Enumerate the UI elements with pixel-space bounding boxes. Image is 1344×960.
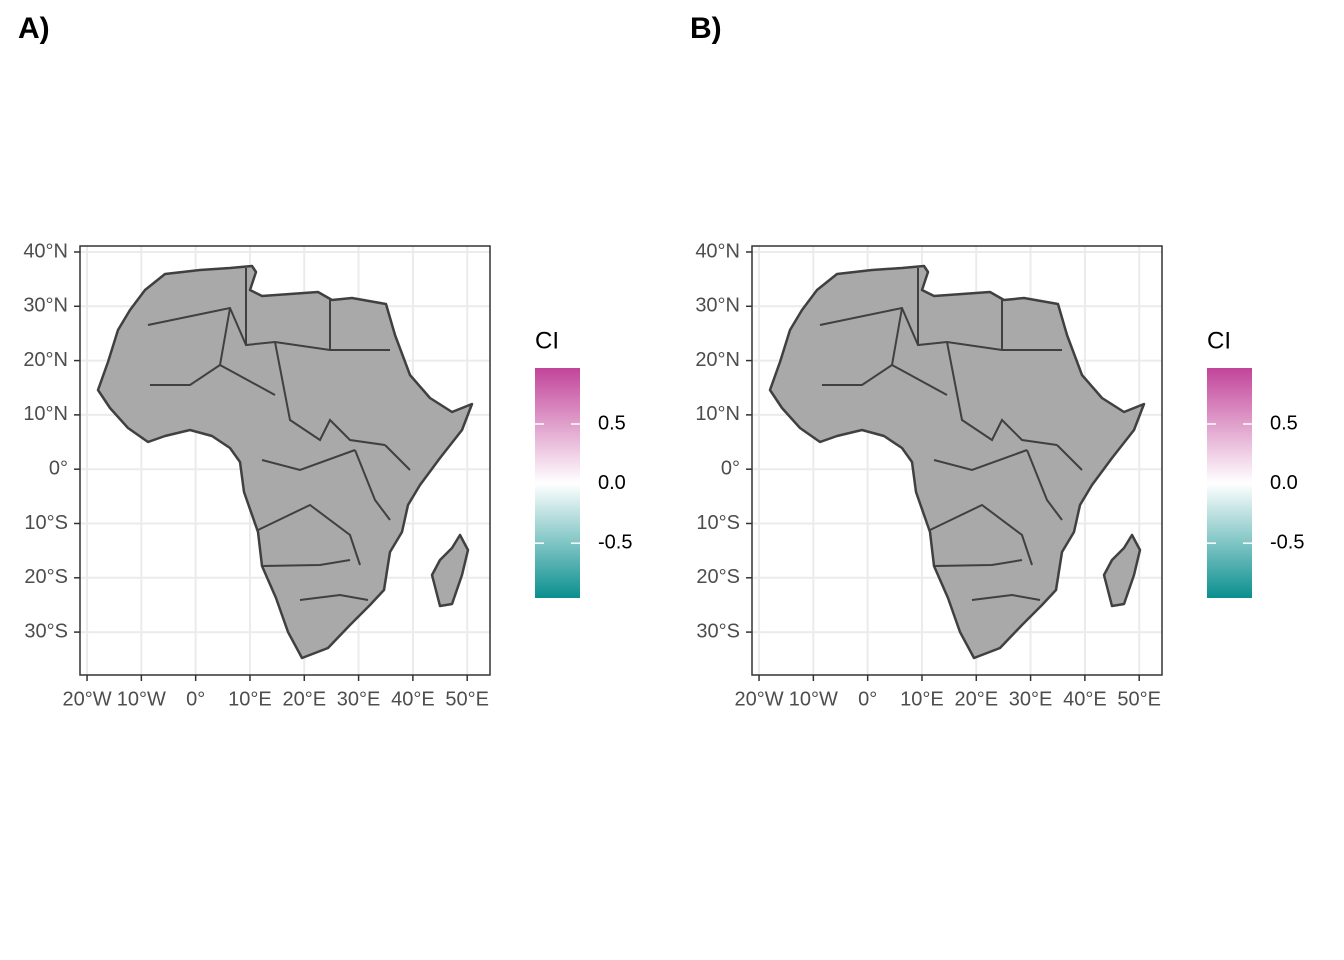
y-tick-label: 20°N: [23, 349, 68, 371]
x-tick-label: 10°E: [228, 688, 272, 710]
y-tick-label: 20°S: [24, 566, 68, 588]
y-tick-label: 40°N: [695, 240, 740, 262]
panel-title: A): [18, 12, 50, 45]
y-tick-label: 10°N: [695, 403, 740, 425]
x-tick-label: 30°E: [337, 688, 381, 710]
x-tick-label: 20°W: [734, 688, 783, 710]
x-tick-label: 10°W: [789, 688, 838, 710]
legend-tick-label: -0.5: [1270, 531, 1304, 553]
y-tick-label: 10°N: [23, 403, 68, 425]
y-tick-label: 30°N: [23, 295, 68, 317]
x-tick-label: 40°E: [1063, 688, 1107, 710]
x-tick-label: 10°E: [900, 688, 944, 710]
x-tick-label: 20°E: [282, 688, 326, 710]
x-tick-label: 20°E: [954, 688, 998, 710]
legend-tick-label: 0.0: [598, 472, 626, 494]
y-tick-label: 10°S: [696, 512, 740, 534]
panels: A) 20°W 10°W 0° 10°E 20°E 30°E 40°E 50°E 40°N 30°N…: [18, 12, 1304, 710]
legend-tick-label: -0.5: [598, 531, 632, 553]
y-tick-label: 10°S: [24, 512, 68, 534]
legend-tick-label: 0.0: [1270, 472, 1298, 494]
panel-title: B): [690, 12, 722, 45]
y-tick-label: 20°S: [696, 566, 740, 588]
map-panel: A) 20°W 10°W 0° 10°E 20°E 30°E 40°E 50°E 40°N 30°N…: [18, 12, 632, 710]
x-tick-label: 20°W: [62, 688, 111, 710]
y-tick-label: 30°N: [695, 295, 740, 317]
x-tick-label: 0°: [858, 688, 877, 710]
legend-tick-label: 0.5: [1270, 412, 1298, 434]
y-tick-label: 40°N: [23, 240, 68, 262]
y-tick-label: 0°: [49, 457, 68, 479]
legend-title: CI: [1207, 327, 1231, 354]
x-tick-label: 30°E: [1009, 688, 1053, 710]
plot-frame: [751, 245, 1163, 676]
x-tick-label: 10°W: [117, 688, 166, 710]
x-tick-label: 40°E: [391, 688, 435, 710]
plot-frame: [79, 245, 491, 676]
x-tick-label: 0°: [186, 688, 205, 710]
map-panel: B) 20°W 10°W 0° 10°E 20°E 30°E 40°E 50°E 40°N 30°N…: [690, 12, 1304, 710]
x-tick-label: 50°E: [1117, 688, 1161, 710]
y-tick-label: 30°S: [24, 620, 68, 642]
y-tick-label: 20°N: [695, 349, 740, 371]
y-tick-label: 30°S: [696, 620, 740, 642]
legend-tick-label: 0.5: [598, 412, 626, 434]
legend-title: CI: [535, 327, 559, 354]
x-tick-label: 50°E: [445, 688, 489, 710]
y-tick-label: 0°: [721, 457, 740, 479]
